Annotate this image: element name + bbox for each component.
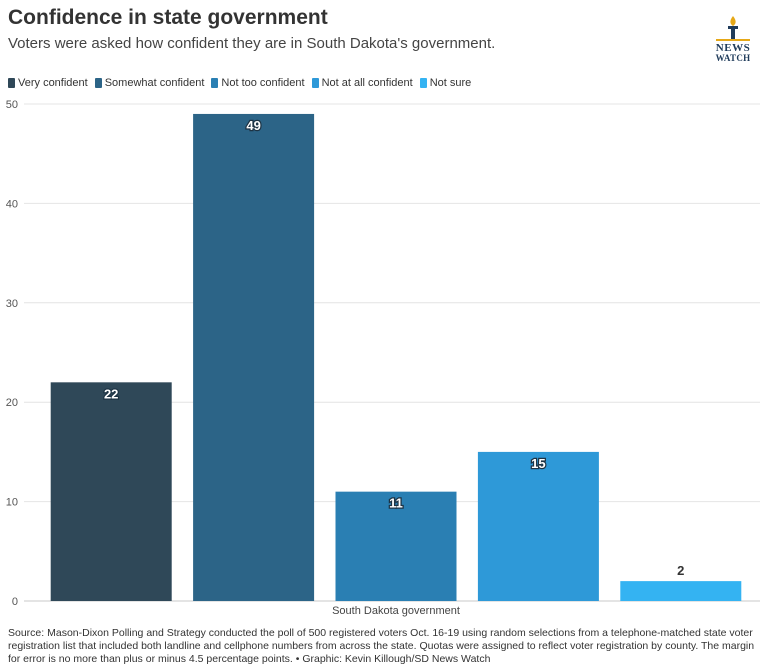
x-category-label: South Dakota government — [332, 605, 460, 617]
chart-subtitle: Voters were asked how confident they are… — [8, 35, 496, 52]
y-tick-label: 50 — [6, 99, 18, 111]
legend-swatch — [419, 78, 427, 88]
legend-label: Very confident — [18, 77, 88, 89]
y-tick-label: 40 — [6, 198, 18, 210]
legend-label: Not at all confident — [321, 77, 413, 89]
legend-label: Not too confident — [221, 77, 305, 89]
legend-swatch — [8, 78, 15, 88]
legend-swatch — [94, 78, 102, 88]
legend-label: Not sure — [429, 77, 472, 89]
y-tick-label: 0 — [12, 596, 18, 608]
logo-watch-text: WATCH — [715, 53, 751, 63]
logo-news-text: NEWS — [715, 42, 751, 54]
legend-item[interactable]: Very confident — [8, 77, 88, 89]
data-label: 15 — [531, 456, 545, 471]
bar[interactable] — [620, 581, 742, 601]
legend-item[interactable]: Somewhat confident — [94, 77, 205, 89]
legend-label: Somewhat confident — [104, 77, 205, 89]
legend-swatch — [211, 78, 219, 88]
legend-item[interactable]: Not at all confident — [311, 77, 413, 89]
legend-item[interactable]: Not too confident — [211, 77, 305, 89]
legend-item[interactable]: Not sure — [419, 77, 472, 89]
news-watch-logo: NEWS WATCH — [712, 14, 754, 64]
legend-swatch — [311, 78, 319, 88]
torch-icon — [716, 16, 750, 41]
bar-chart: 0 10 20 30 40 50 22 49 11 15 2 South Dakota governm… — [6, 99, 760, 617]
data-label: 2 — [677, 563, 684, 578]
data-label: 22 — [104, 386, 118, 401]
chart-title: Confidence in state government — [8, 6, 328, 29]
bar[interactable] — [335, 491, 457, 601]
data-label: 49 — [246, 118, 260, 133]
bar[interactable] — [477, 451, 599, 601]
bar[interactable] — [50, 382, 172, 601]
y-tick-label: 10 — [6, 497, 18, 509]
data-label: 11 — [389, 496, 403, 511]
bar[interactable] — [193, 113, 315, 601]
y-tick-label: 30 — [6, 298, 18, 310]
y-tick-label: 20 — [6, 397, 18, 409]
source-note: Source: Mason-Dixon Polling and Strategy… — [8, 627, 755, 665]
chart-legend: Very confident Somewhat confident Not too … — [8, 76, 478, 90]
